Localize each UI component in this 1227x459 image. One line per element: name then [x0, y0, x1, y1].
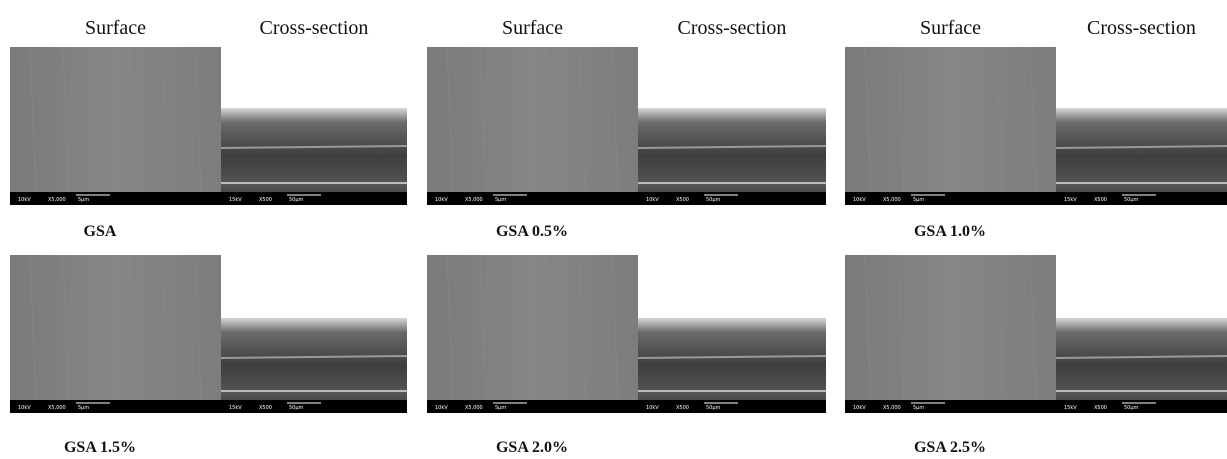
cross-image — [221, 318, 407, 413]
scale-text: 10kV — [435, 197, 448, 203]
scale-text: 50μm — [289, 405, 304, 411]
scale-text: 10kV — [18, 405, 31, 411]
cross-image — [1056, 318, 1227, 413]
scale-strip — [845, 192, 1227, 205]
scale-strip — [10, 400, 407, 413]
scale-text: 50μm — [706, 405, 721, 411]
scale-text: 10kV — [646, 405, 659, 411]
scale-text: X5,000 — [465, 197, 483, 203]
scale-text: X5,000 — [883, 405, 901, 411]
cross-image — [221, 108, 407, 205]
surface-image — [845, 255, 1056, 413]
scale-text: 5μm — [78, 197, 89, 203]
surface-image — [845, 47, 1056, 205]
scale-text: 5μm — [495, 405, 506, 411]
scale-text: X5,000 — [48, 405, 66, 411]
column-header: Surface — [920, 17, 981, 39]
scale-strip — [427, 400, 826, 413]
scale-text: 15kV — [1064, 197, 1077, 203]
panel-label: GSA 1.0% — [914, 223, 986, 240]
column-header: Cross-section — [260, 17, 369, 39]
scale-text: 15kV — [229, 197, 242, 203]
scale-text: 15kV — [1064, 405, 1077, 411]
panel-label: GSA 1.5% — [64, 439, 136, 456]
panel-label: GSA 2.5% — [914, 439, 986, 456]
column-header: Cross-section — [678, 17, 787, 39]
panel-label: GSA 2.0% — [496, 439, 568, 456]
scale-text: 5μm — [78, 405, 89, 411]
scale-text: X500 — [259, 197, 272, 203]
scale-text: 5μm — [913, 405, 924, 411]
cross-image — [638, 108, 826, 205]
column-header: Surface — [85, 17, 146, 39]
scale-text: 50μm — [706, 197, 721, 203]
scale-text: X500 — [676, 405, 689, 411]
surface-image — [10, 47, 221, 205]
panel-label: GSA 0.5% — [496, 223, 568, 240]
surface-image — [427, 47, 638, 205]
scale-text: X500 — [259, 405, 272, 411]
scale-text: X5,000 — [883, 197, 901, 203]
scale-text: 50μm — [1124, 197, 1139, 203]
cross-image — [1056, 108, 1227, 205]
scale-text: 10kV — [646, 197, 659, 203]
scale-text: X5,000 — [48, 197, 66, 203]
surface-image — [10, 255, 221, 413]
scale-text: 5μm — [913, 197, 924, 203]
scale-text: X500 — [1094, 405, 1107, 411]
panel-label: GSA — [84, 223, 117, 240]
scale-text: 10kV — [18, 197, 31, 203]
scale-text: X5,000 — [465, 405, 483, 411]
cross-image — [638, 318, 826, 413]
scale-text: 10kV — [853, 197, 866, 203]
scale-strip — [845, 400, 1227, 413]
scale-strip — [427, 192, 826, 205]
scale-strip — [10, 192, 407, 205]
scale-text: 50μm — [1124, 405, 1139, 411]
scale-text: 5μm — [495, 197, 506, 203]
scale-text: X500 — [1094, 197, 1107, 203]
scale-text: X500 — [676, 197, 689, 203]
scale-text: 10kV — [853, 405, 866, 411]
column-header: Surface — [502, 17, 563, 39]
figure: Surface Cross-section Surface Cross-section… — [0, 0, 1227, 459]
scale-text: 10kV — [435, 405, 448, 411]
scale-text: 50μm — [289, 197, 304, 203]
surface-image — [427, 255, 638, 413]
column-header: Cross-section — [1087, 17, 1196, 39]
scale-text: 15kV — [229, 405, 242, 411]
